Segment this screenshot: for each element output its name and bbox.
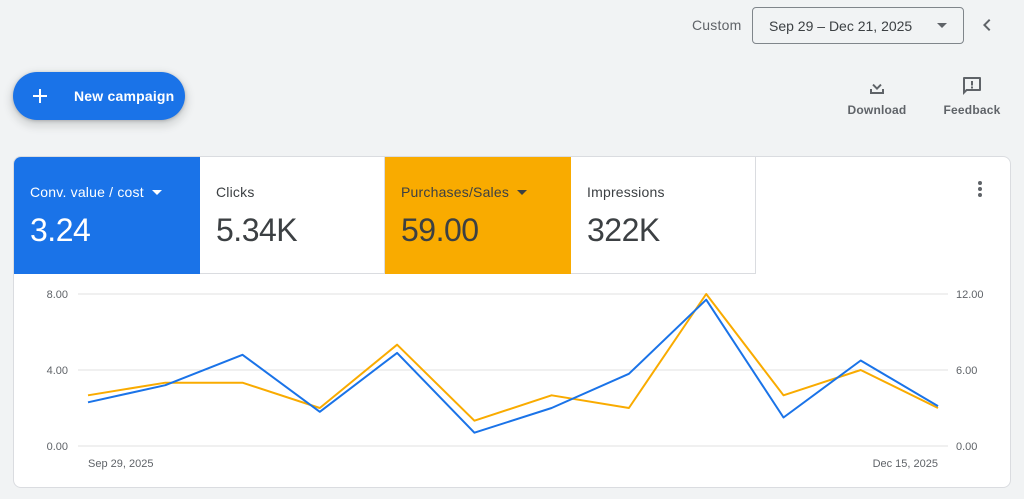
new-campaign-label: New campaign [74,88,175,104]
metric-tile-purchases-sales[interactable]: Purchases/Sales 59.00 [385,157,571,274]
metric-tile-conv-value-cost[interactable]: Conv. value / cost 3.24 [14,157,200,274]
metric-tile-clicks[interactable]: Clicks 5.34K [200,157,385,274]
download-button[interactable]: Download [846,74,908,118]
metric-title: Purchases/Sales [401,184,528,200]
metric-tile-impressions[interactable]: Impressions 322K [571,157,756,274]
metric-label: Purchases/Sales [401,184,510,200]
metric-value: 59.00 [401,212,479,248]
plus-icon [33,89,47,103]
feedback-icon [963,77,981,95]
metric-value: 3.24 [30,212,91,248]
feedback-button[interactable]: Feedback [943,74,1001,118]
metric-label: Conv. value / cost [30,184,144,200]
metric-label: Impressions [587,184,665,200]
arrow-drop-down-icon[interactable] [151,189,162,195]
arrow-drop-down-icon[interactable] [517,189,528,195]
metric-title: Conv. value / cost [30,184,162,200]
date-range-label: Custom [692,17,742,33]
download-label: Download [847,103,907,117]
performance-card: Conv. value / cost 3.24 Clicks 5.34K Pur… [13,156,1011,488]
arrow-drop-down-icon [937,23,947,28]
chevron-left-icon[interactable] [975,13,999,37]
metric-label: Clicks [216,184,255,200]
download-icon [870,78,884,94]
metric-title: Clicks [216,184,255,200]
date-range-value: Sep 29 – Dec 21, 2025 [769,17,913,34]
date-range-select[interactable]: Sep 29 – Dec 21, 2025 [752,7,964,44]
new-campaign-button[interactable]: New campaign [13,72,185,120]
metric-title: Impressions [587,184,665,200]
metric-value: 5.34K [216,212,298,248]
more-vert-icon[interactable] [968,177,992,201]
feedback-label: Feedback [943,103,1001,117]
metric-value: 322K [587,212,660,248]
